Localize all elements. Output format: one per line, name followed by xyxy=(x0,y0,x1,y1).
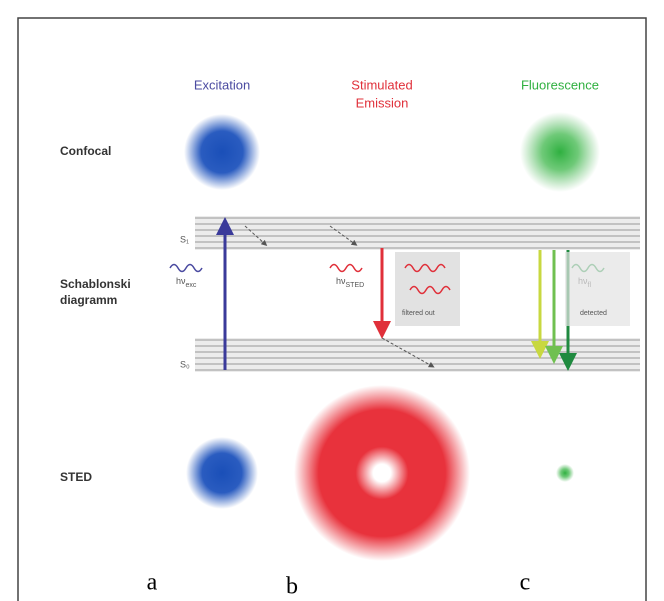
row-label: Confocal xyxy=(60,144,111,158)
excitation-spot xyxy=(186,437,258,509)
panel-letter: b xyxy=(286,574,298,600)
row-label: diagramm xyxy=(60,293,117,307)
photon-label: hνexc xyxy=(176,276,197,288)
column-header: Stimulated xyxy=(351,77,412,92)
sted-donut xyxy=(294,385,470,561)
box-label: filtered out xyxy=(402,310,435,317)
excitation-spot xyxy=(184,114,260,190)
row-label: STED xyxy=(60,470,92,484)
photon-label: hνSTED xyxy=(336,276,364,288)
photon-wave xyxy=(404,263,446,273)
level-label: S₀ xyxy=(180,359,190,369)
panel-letter: c xyxy=(520,570,531,596)
column-header: Excitation xyxy=(194,77,250,92)
panel-letter: a xyxy=(147,570,158,596)
level-label: S₁ xyxy=(180,234,189,244)
relaxation xyxy=(244,225,435,368)
column-header: Fluorescence xyxy=(521,77,599,92)
box-label: detected xyxy=(580,310,607,317)
column-header: Emission xyxy=(356,95,409,110)
fluorescence-spot xyxy=(520,112,600,192)
row-label: Schablonski xyxy=(60,277,131,291)
detector-box xyxy=(565,252,630,326)
sted-spot xyxy=(556,464,574,482)
photon-wave xyxy=(409,285,451,295)
